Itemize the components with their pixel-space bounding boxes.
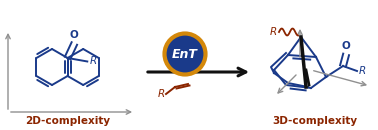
- Text: O: O: [342, 41, 351, 51]
- Text: 2D-complexity: 2D-complexity: [25, 116, 110, 126]
- Text: R: R: [359, 66, 366, 76]
- Text: R: R: [158, 89, 165, 99]
- Text: R: R: [89, 56, 96, 66]
- Circle shape: [166, 35, 204, 73]
- Text: R: R: [270, 27, 277, 37]
- Text: O: O: [70, 31, 79, 41]
- Text: 3D-complexity: 3D-complexity: [273, 116, 358, 126]
- Text: EnT: EnT: [172, 47, 198, 60]
